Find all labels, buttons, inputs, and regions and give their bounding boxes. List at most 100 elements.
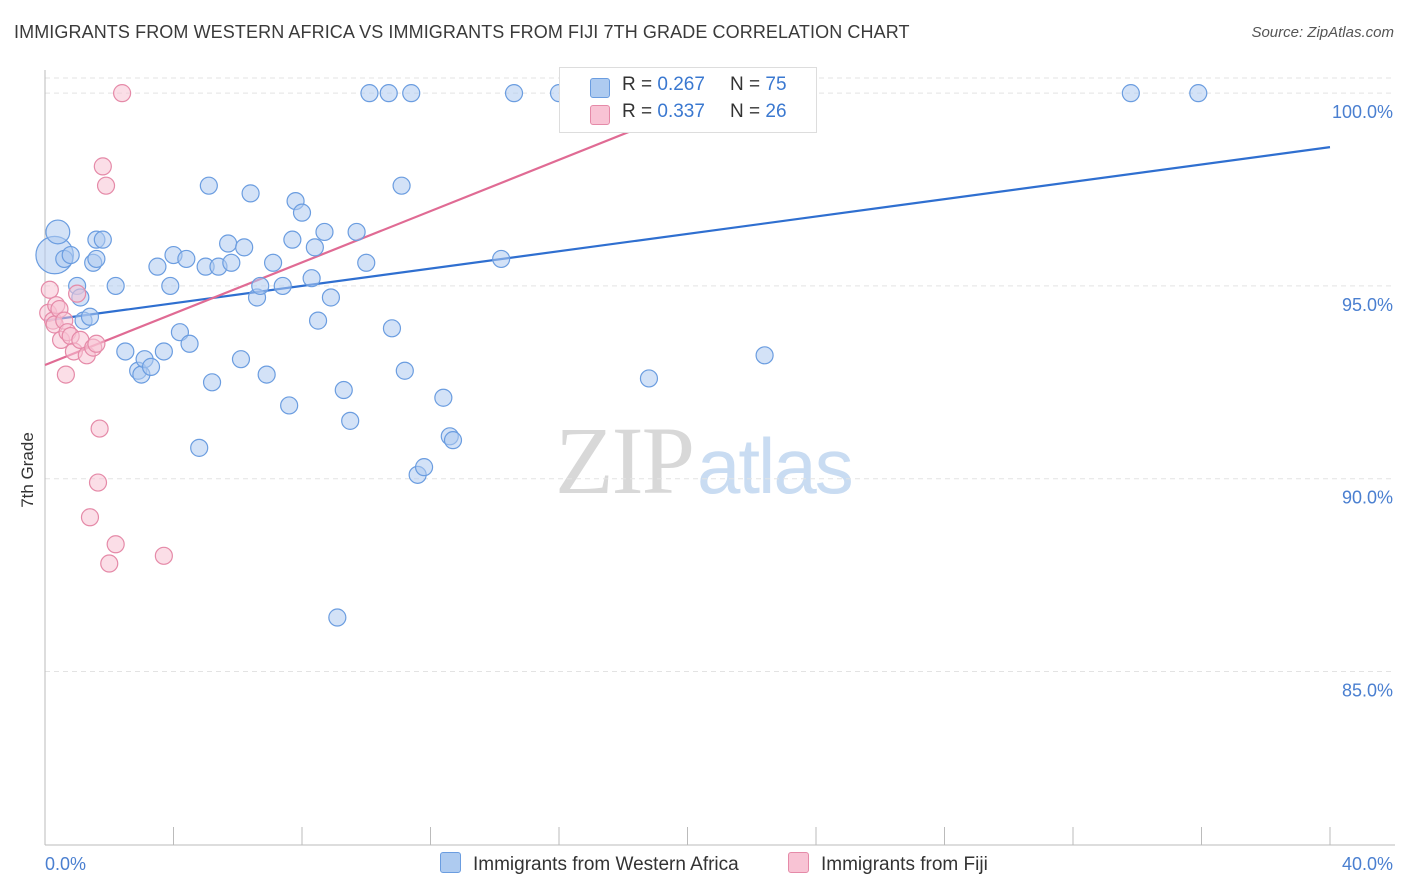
- r-value: 0.267: [657, 74, 705, 95]
- point-fiji: [80, 508, 100, 527]
- point-western-africa: [379, 84, 398, 103]
- point-western-africa: [395, 361, 414, 380]
- n-value: 26: [765, 101, 787, 122]
- legend-item-fiji: Immigrants from Fiji: [788, 852, 988, 876]
- point-western-africa: [321, 288, 341, 307]
- grid-lines: [45, 77, 1395, 672]
- point-western-africa: [257, 365, 276, 384]
- axes: [44, 70, 1395, 846]
- trend-lines: [44, 107, 1331, 366]
- point-western-africa: [273, 276, 292, 296]
- n-label: N =: [730, 74, 766, 95]
- legend-swatch-western-africa: [440, 852, 461, 873]
- point-western-africa: [106, 276, 125, 296]
- point-western-africa: [341, 411, 360, 430]
- point-western-africa: [305, 238, 324, 257]
- point-western-africa: [241, 184, 260, 203]
- point-western-africa: [263, 253, 283, 272]
- point-western-africa: [231, 350, 251, 369]
- point-fiji: [100, 554, 119, 573]
- legend-label-fiji: Immigrants from Fiji: [821, 854, 988, 875]
- point-western-africa: [315, 222, 334, 242]
- stats-legend: R = 0.267 N = 75 R = 0.337 N = 26: [559, 67, 817, 133]
- point-western-africa: [45, 219, 71, 245]
- point-western-africa: [382, 319, 402, 338]
- data-points: [35, 84, 1208, 627]
- legend-swatch-fiji: [788, 852, 809, 873]
- point-western-africa: [161, 276, 180, 296]
- point-western-africa: [202, 373, 222, 392]
- point-fiji: [96, 176, 116, 195]
- y-tick-label: 95.0%: [1342, 295, 1393, 315]
- point-western-africa: [154, 342, 173, 361]
- point-western-africa: [148, 257, 167, 276]
- point-western-africa: [199, 176, 218, 195]
- tick-labels: 85.0% 90.0% 95.0% 100.0% 0.0% 40.0%: [45, 102, 1393, 874]
- point-western-africa: [504, 84, 524, 103]
- point-western-africa: [492, 249, 511, 269]
- y-tick-label: 100.0%: [1332, 102, 1393, 122]
- point-western-africa: [177, 249, 196, 269]
- r-stat: R = 0.337: [622, 101, 705, 123]
- point-western-africa: [1121, 84, 1140, 103]
- n-stat: N = 26: [730, 101, 787, 123]
- point-western-africa: [251, 276, 270, 296]
- trend-line-fiji: [44, 107, 688, 366]
- r-value: 0.337: [657, 101, 705, 122]
- r-stat: R = 0.267: [622, 74, 705, 96]
- watermark: ZIPatlas: [555, 405, 854, 516]
- n-label: N =: [730, 101, 766, 122]
- point-western-africa: [360, 84, 379, 103]
- point-western-africa: [80, 307, 100, 326]
- point-fiji: [93, 157, 112, 176]
- r-label: R =: [622, 74, 658, 95]
- chart-title: IMMIGRANTS FROM WESTERN AFRICA VS IMMIGR…: [14, 22, 910, 42]
- legend-label-western-africa: Immigrants from Western Africa: [473, 854, 739, 875]
- trend-line-western-africa: [44, 146, 1331, 322]
- n-stat: N = 75: [730, 74, 787, 96]
- point-western-africa: [222, 253, 241, 272]
- point-western-africa: [357, 253, 376, 272]
- point-fiji: [106, 535, 125, 554]
- point-fiji: [112, 84, 132, 103]
- point-fiji: [154, 546, 173, 565]
- y-tick-label: 90.0%: [1342, 488, 1393, 508]
- point-western-africa: [392, 176, 411, 195]
- point-western-africa: [93, 230, 112, 249]
- point-western-africa: [87, 249, 106, 269]
- point-western-africa: [302, 269, 321, 288]
- chart-source: Source: ZipAtlas.com: [1251, 24, 1394, 41]
- point-fiji: [87, 334, 106, 353]
- point-western-africa: [347, 222, 366, 242]
- stats-legend-row-western-africa: R = 0.267 N = 75: [560, 74, 816, 101]
- point-western-africa: [414, 458, 434, 477]
- point-western-africa: [334, 380, 353, 400]
- point-western-africa: [280, 396, 299, 415]
- legend-item-western-africa: Immigrants from Western Africa: [440, 852, 739, 876]
- swatch-fiji: [590, 105, 610, 125]
- y-tick-label: 85.0%: [1342, 680, 1393, 700]
- point-western-africa: [639, 369, 659, 388]
- point-western-africa: [141, 357, 161, 376]
- n-value: 75: [765, 74, 787, 95]
- point-fiji: [68, 284, 87, 303]
- swatch-western-africa: [590, 78, 610, 98]
- point-western-africa: [434, 388, 453, 407]
- stats-legend-row-fiji: R = 0.337 N = 26: [560, 101, 816, 128]
- r-label: R =: [622, 101, 658, 122]
- point-western-africa: [61, 245, 80, 265]
- point-western-africa: [235, 238, 254, 257]
- point-western-africa: [190, 438, 209, 457]
- point-western-africa: [443, 431, 463, 450]
- watermark-zip: ZIP: [555, 407, 695, 514]
- point-fiji: [90, 419, 109, 438]
- point-western-africa: [180, 334, 199, 353]
- x-tick-label: 0.0%: [45, 854, 86, 874]
- point-western-africa: [308, 311, 328, 330]
- point-western-africa: [402, 84, 421, 103]
- point-western-africa: [116, 342, 135, 361]
- watermark-atlas: atlas: [697, 422, 854, 510]
- point-western-africa: [292, 203, 312, 222]
- point-western-africa: [328, 608, 347, 627]
